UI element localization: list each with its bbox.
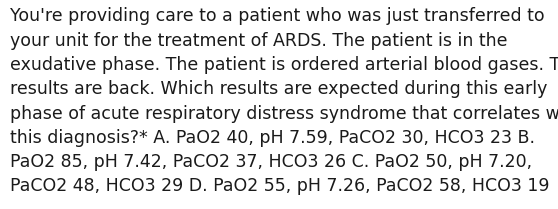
- Text: You're providing care to a patient who was just transferred to
your unit for the: You're providing care to a patient who w…: [10, 7, 558, 195]
